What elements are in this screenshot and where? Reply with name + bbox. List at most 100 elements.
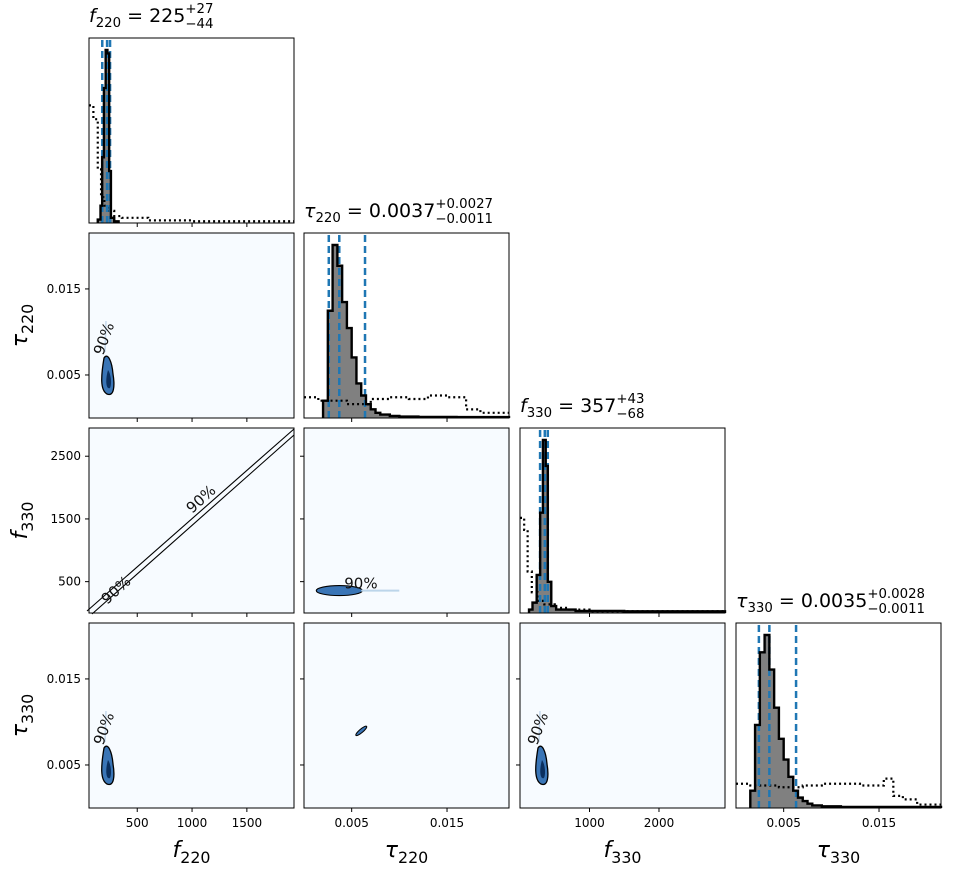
x-axis-label-f_220: f220 — [173, 838, 211, 867]
y-axis-label-sub: 220 — [18, 304, 37, 334]
panel-title-f_220: f220 = 225+27 −44 — [89, 2, 213, 32]
density-background — [89, 233, 294, 418]
title-symbol: τ — [304, 200, 316, 222]
title-subscript: 220 — [96, 16, 121, 31]
panel-title-f_330: f330 = 357+43 −68 — [520, 392, 644, 422]
x-tick-label: 1000 — [574, 816, 605, 830]
prior-histogram-line — [736, 777, 941, 806]
title-subscript: 220 — [315, 211, 340, 226]
panel-frame — [303, 427, 510, 614]
title-equals: = — [552, 395, 580, 417]
title-equals: = — [121, 5, 149, 27]
title-upper-error: +27 — [185, 2, 213, 17]
contour-line — [86, 428, 295, 612]
y-axis-label-base: τ — [8, 723, 33, 737]
title-lower-error: −0.0011 — [867, 602, 925, 617]
title-equals: = — [773, 590, 801, 612]
x-axis-label-sub: 330 — [830, 848, 860, 867]
y-axis-label-sub: 330 — [18, 502, 37, 532]
prior-histogram-line — [89, 104, 294, 223]
panel-tau_330-vs-tau_330: τ330 = 0.0035+0.0028 −0.0011 0.005 0.015 — [735, 587, 943, 830]
panel-title-tau_330: τ330 = 0.0035+0.0028 −0.0011 — [736, 587, 925, 617]
title-upper-error: +0.0028 — [867, 587, 925, 602]
y-tick-label: 0.015 — [47, 282, 81, 296]
title-equals: = — [341, 200, 369, 222]
x-tick-label: 2000 — [644, 816, 675, 830]
y-tick-label: 1500 — [50, 512, 81, 526]
contour-line — [91, 434, 295, 615]
density-background — [89, 623, 294, 808]
title-symbol: f — [520, 395, 530, 417]
density-tail — [104, 710, 107, 743]
panel-frame — [303, 232, 510, 419]
x-axis-label-base: f — [173, 838, 184, 863]
x-tick-label: 0.015 — [430, 816, 464, 830]
x-tick-label: 0.015 — [862, 816, 896, 830]
y-tick-label: 0.005 — [47, 758, 81, 772]
x-axis-label-sub: 220 — [398, 848, 428, 867]
title-lower-error: −0.0011 — [435, 212, 493, 227]
title-symbol: f — [89, 5, 99, 27]
x-tick-label: 1000 — [177, 816, 208, 830]
title-value: 225 — [149, 5, 185, 27]
y-axis-label-tau_330: τ330 — [8, 694, 37, 737]
panel-frame — [88, 37, 295, 224]
y-axis-label-base: f — [8, 528, 33, 539]
prior-histogram-line — [304, 394, 509, 414]
panel-tau_220-vs-tau_220: τ220 = 0.0037+0.0027 −0.0011 — [303, 197, 511, 422]
posterior-histogram-outline — [321, 243, 511, 419]
title-lower-error: −68 — [616, 407, 644, 422]
title-symbol: τ — [736, 590, 748, 612]
x-axis-label-f_330: f330 — [604, 838, 642, 867]
x-axis-label-base: τ — [385, 838, 399, 863]
x-tick-label: 500 — [126, 816, 149, 830]
title-upper-error: +0.0027 — [435, 197, 493, 212]
panel-frame — [88, 622, 295, 809]
contour-core — [540, 760, 546, 779]
panel-frame — [735, 622, 942, 809]
posterior-histogram-outline — [749, 633, 943, 809]
title-subscript: 330 — [527, 406, 552, 421]
title-value: 0.0037 — [369, 200, 435, 222]
x-tick-label: 1500 — [232, 816, 263, 830]
x-axis-label-tau_330: τ330 — [817, 838, 860, 867]
x-axis-label-base: τ — [817, 838, 831, 863]
y-axis-label-base: τ — [8, 333, 33, 347]
posterior-histogram-outline — [527, 438, 727, 613]
y-axis-label-tau_220: τ220 — [8, 304, 37, 347]
panel-title-tau_220: τ220 = 0.0037+0.0027 −0.0011 — [304, 197, 493, 227]
x-tick-label: 0.005 — [334, 816, 368, 830]
panel-tau_330-vs-tau_220: 0.005 0.015 — [300, 622, 510, 830]
density-background — [520, 623, 725, 808]
panel-f_330-vs-tau_220: 90% — [300, 427, 510, 617]
title-value: 0.0035 — [801, 590, 867, 612]
title-lower-error: −44 — [185, 17, 213, 32]
density-tail — [104, 320, 107, 353]
panel-frame — [88, 427, 295, 614]
panel-frame — [303, 622, 510, 809]
x-tick-label: 0.005 — [766, 816, 800, 830]
y-axis-label-sub: 330 — [18, 694, 37, 724]
title-value: 357 — [580, 395, 616, 417]
y-tick-label: 0.015 — [47, 672, 81, 686]
y-tick-label: 2500 — [50, 449, 81, 463]
title-subscript: 330 — [747, 601, 772, 616]
y-tick-label: 500 — [58, 575, 81, 589]
y-tick-label: 0.005 — [47, 368, 81, 382]
panel-frame — [88, 232, 295, 419]
contour-label: 90% — [344, 575, 377, 593]
panel-tau_330-vs-f_330: 90%1000 2000 — [516, 622, 726, 830]
posterior-histogram-outline — [96, 48, 120, 223]
x-axis-label-tau_220: τ220 — [385, 838, 428, 867]
x-axis-label-sub: 330 — [611, 848, 641, 867]
panel-frame — [519, 427, 726, 614]
panel-frame — [519, 622, 726, 809]
contour-core — [106, 760, 112, 779]
contour-core — [106, 370, 112, 389]
posterior-histogram-fill — [529, 440, 725, 613]
y-axis-label-f_330: f330 — [8, 502, 37, 540]
